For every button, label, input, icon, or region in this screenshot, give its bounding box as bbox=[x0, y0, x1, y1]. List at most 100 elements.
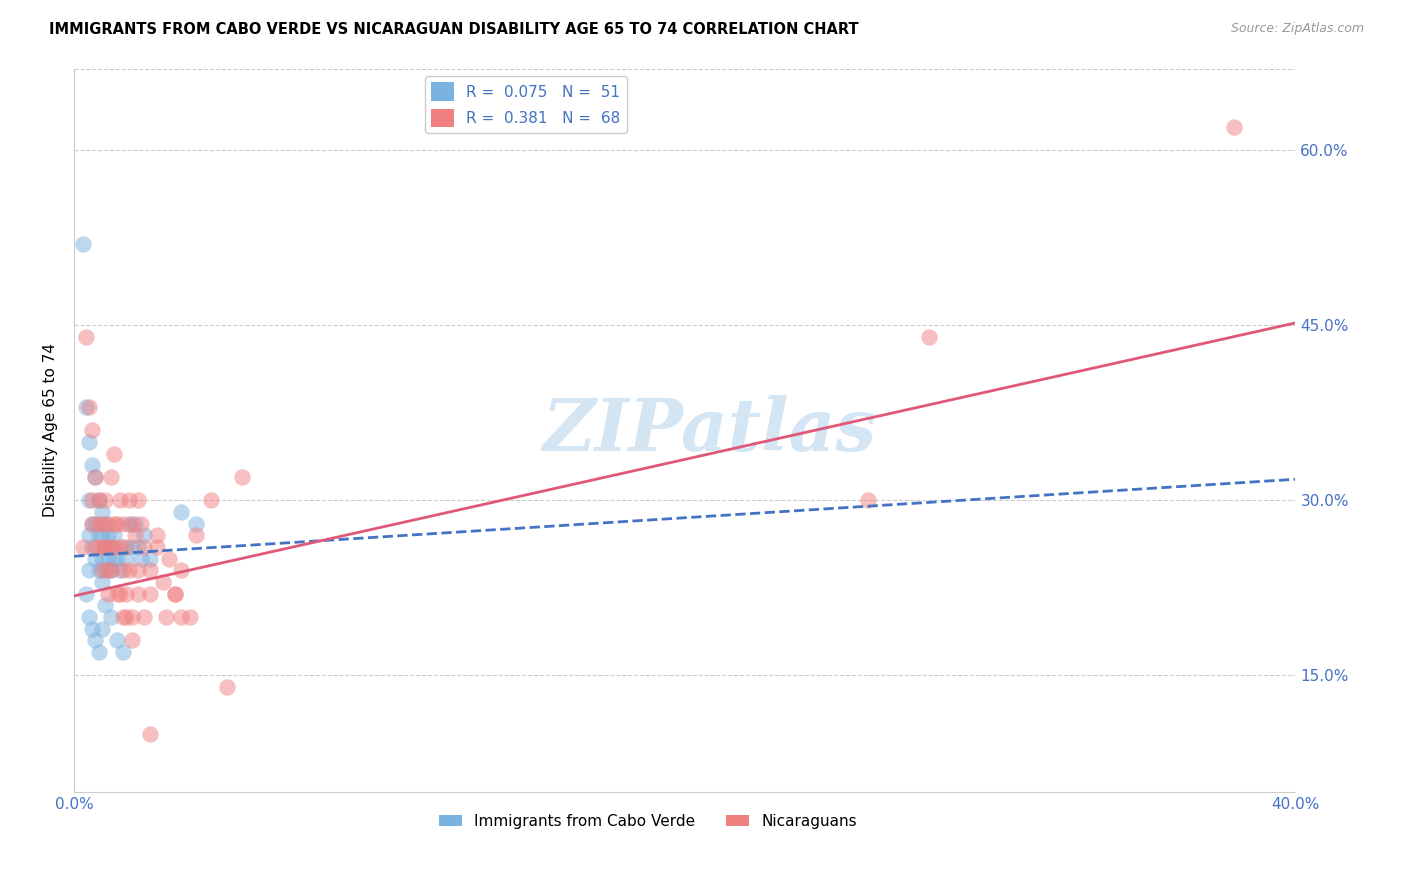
Point bbox=[82, 622, 104, 636]
Point bbox=[108, 586, 131, 600]
Point bbox=[100, 540, 122, 554]
Point bbox=[105, 551, 128, 566]
Text: ZIPatlas: ZIPatlas bbox=[543, 395, 876, 466]
Point bbox=[1223, 120, 1246, 134]
Point bbox=[93, 563, 115, 577]
Point bbox=[90, 563, 112, 577]
Point bbox=[103, 446, 125, 460]
Point bbox=[163, 586, 186, 600]
Point bbox=[103, 528, 125, 542]
Point bbox=[124, 528, 146, 542]
Point bbox=[97, 528, 120, 542]
Point bbox=[84, 470, 107, 484]
Point bbox=[79, 528, 101, 542]
Point bbox=[124, 516, 146, 531]
Point bbox=[108, 563, 131, 577]
Point bbox=[84, 540, 107, 554]
Point bbox=[129, 551, 152, 566]
Point bbox=[115, 610, 138, 624]
Point bbox=[118, 563, 141, 577]
Point bbox=[97, 563, 120, 577]
Point bbox=[93, 516, 115, 531]
Point bbox=[115, 540, 138, 554]
Point bbox=[87, 493, 110, 508]
Point bbox=[97, 516, 120, 531]
Point bbox=[75, 586, 97, 600]
Point bbox=[79, 610, 101, 624]
Point bbox=[231, 470, 253, 484]
Point bbox=[115, 551, 138, 566]
Point bbox=[121, 540, 143, 554]
Point bbox=[134, 540, 156, 554]
Point bbox=[145, 528, 167, 542]
Point bbox=[93, 540, 115, 554]
Point bbox=[100, 563, 122, 577]
Point bbox=[139, 586, 162, 600]
Point bbox=[103, 551, 125, 566]
Point bbox=[170, 563, 193, 577]
Point bbox=[90, 516, 112, 531]
Point bbox=[79, 563, 101, 577]
Point bbox=[186, 528, 208, 542]
Point bbox=[127, 586, 149, 600]
Point bbox=[111, 563, 134, 577]
Point bbox=[186, 516, 208, 531]
Point bbox=[87, 563, 110, 577]
Point bbox=[127, 540, 149, 554]
Point bbox=[82, 540, 104, 554]
Point bbox=[129, 516, 152, 531]
Point bbox=[87, 645, 110, 659]
Point bbox=[121, 610, 143, 624]
Point bbox=[134, 528, 156, 542]
Point bbox=[72, 540, 94, 554]
Point bbox=[155, 610, 177, 624]
Point bbox=[179, 610, 201, 624]
Point bbox=[103, 516, 125, 531]
Point bbox=[87, 516, 110, 531]
Point bbox=[121, 633, 143, 648]
Point bbox=[82, 458, 104, 473]
Point bbox=[82, 493, 104, 508]
Point bbox=[93, 599, 115, 613]
Point bbox=[84, 516, 107, 531]
Point bbox=[82, 423, 104, 437]
Point bbox=[170, 610, 193, 624]
Point bbox=[79, 434, 101, 449]
Point bbox=[111, 610, 134, 624]
Point bbox=[90, 505, 112, 519]
Point bbox=[118, 493, 141, 508]
Point bbox=[97, 586, 120, 600]
Point bbox=[82, 516, 104, 531]
Point bbox=[97, 551, 120, 566]
Point bbox=[72, 236, 94, 251]
Point bbox=[200, 493, 222, 508]
Text: IMMIGRANTS FROM CABO VERDE VS NICARAGUAN DISABILITY AGE 65 TO 74 CORRELATION CHA: IMMIGRANTS FROM CABO VERDE VS NICARAGUAN… bbox=[49, 22, 859, 37]
Point bbox=[90, 528, 112, 542]
Point bbox=[127, 493, 149, 508]
Point bbox=[127, 563, 149, 577]
Point bbox=[215, 680, 238, 694]
Point bbox=[108, 493, 131, 508]
Point bbox=[111, 516, 134, 531]
Point bbox=[87, 528, 110, 542]
Point bbox=[87, 493, 110, 508]
Point bbox=[856, 493, 879, 508]
Point bbox=[139, 563, 162, 577]
Point bbox=[79, 400, 101, 414]
Point bbox=[100, 610, 122, 624]
Point bbox=[93, 493, 115, 508]
Point bbox=[79, 493, 101, 508]
Point bbox=[105, 586, 128, 600]
Point bbox=[75, 330, 97, 344]
Point bbox=[108, 540, 131, 554]
Point bbox=[100, 563, 122, 577]
Point bbox=[103, 540, 125, 554]
Point bbox=[163, 586, 186, 600]
Point bbox=[139, 726, 162, 740]
Point bbox=[918, 330, 941, 344]
Point bbox=[93, 540, 115, 554]
Point bbox=[84, 551, 107, 566]
Point bbox=[84, 470, 107, 484]
Point bbox=[90, 551, 112, 566]
Point bbox=[93, 540, 115, 554]
